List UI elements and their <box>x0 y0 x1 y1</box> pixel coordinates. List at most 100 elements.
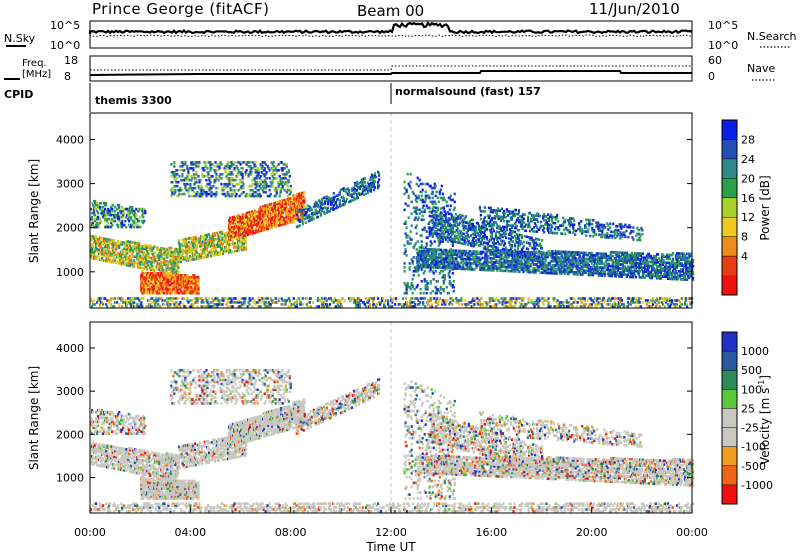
echo-cell <box>299 216 302 219</box>
echo-cell <box>268 177 271 180</box>
echo-cell <box>163 263 166 266</box>
echo-cell <box>458 267 461 270</box>
echo-cell <box>180 291 183 295</box>
echo-cell <box>93 209 96 213</box>
echo-cell <box>146 285 149 289</box>
echo-cell <box>96 209 99 213</box>
echo-cell <box>139 254 142 258</box>
echo-cell <box>103 209 106 213</box>
echo-cell <box>211 250 215 253</box>
echo-cell <box>121 205 124 209</box>
echo-cell <box>209 180 212 184</box>
echo-cell <box>617 261 620 264</box>
echo-cell <box>184 239 187 243</box>
echo-cell <box>631 275 634 279</box>
echo-cell <box>174 289 177 293</box>
echo-cell <box>504 251 507 255</box>
echo-cell <box>97 211 100 215</box>
echo-cell <box>486 250 489 254</box>
echo-cell <box>284 208 287 212</box>
echo-cell <box>205 233 209 237</box>
echo-cell <box>206 241 210 244</box>
echo-cell <box>259 175 262 178</box>
echo-cell <box>239 221 242 225</box>
echo-cell <box>641 252 644 255</box>
echo-cell <box>93 253 96 256</box>
echo-cell <box>115 247 118 251</box>
echo-cell <box>634 258 637 261</box>
echo-cell <box>651 272 655 276</box>
echo-cell <box>108 213 111 217</box>
echo-cell <box>111 207 114 211</box>
echo-cell <box>479 262 482 266</box>
echo-cell <box>276 205 279 208</box>
echo-cell <box>280 201 283 205</box>
echo-cell <box>203 251 207 255</box>
echo-cell <box>590 261 593 265</box>
echo-cell <box>287 188 290 192</box>
echo-cell <box>173 171 176 174</box>
echo-cell <box>160 254 163 258</box>
echo-cell <box>301 220 304 224</box>
echo-cell <box>592 258 595 261</box>
echo-cell <box>139 215 142 219</box>
echo-cell <box>187 169 190 172</box>
echo-cell <box>579 257 582 260</box>
echo-cell <box>177 266 180 269</box>
echo-cell <box>292 216 295 219</box>
echo-cell <box>580 251 583 255</box>
echo-cell <box>628 255 631 259</box>
echo-cell <box>263 178 266 182</box>
echo-cell <box>174 282 177 285</box>
echo-cell <box>459 253 462 257</box>
echo-cell <box>425 255 428 259</box>
echo-cell <box>145 276 148 279</box>
echo-cell <box>206 175 209 178</box>
echo-cell <box>173 165 176 168</box>
echo-cell <box>285 171 288 174</box>
echo-cell <box>245 169 248 172</box>
echo-cell <box>179 282 182 285</box>
echo-cell <box>665 253 669 257</box>
echo-cell <box>150 268 153 272</box>
echo-cell <box>170 163 173 166</box>
echo-cell <box>90 244 93 248</box>
echo-cell <box>644 270 647 273</box>
echo-cell <box>203 246 207 249</box>
echo-cell <box>95 237 98 241</box>
echo-cell <box>646 262 649 266</box>
echo-cell <box>127 264 130 267</box>
echo-cell <box>676 258 680 261</box>
echo-cell <box>220 248 224 252</box>
echo-cell <box>218 253 222 256</box>
echo-cell <box>560 254 563 258</box>
echo-cell <box>317 205 320 208</box>
echo-cell <box>535 251 538 254</box>
echo-cell <box>547 249 550 253</box>
echo-cell <box>210 167 213 170</box>
echo-cell <box>211 175 214 178</box>
echo-cell <box>190 163 193 166</box>
echo-cell <box>616 273 619 276</box>
echo-cell <box>167 254 170 257</box>
echo-cell <box>194 291 197 295</box>
echo-cell <box>270 161 273 164</box>
echo-cell <box>125 245 128 249</box>
echo-cell <box>254 161 257 164</box>
echo-cell <box>150 262 153 266</box>
echo-cell <box>218 243 222 246</box>
echo-cell <box>170 270 173 274</box>
echo-cell <box>208 182 211 186</box>
echo-cell <box>153 287 156 291</box>
echo-cell <box>167 282 170 285</box>
echo-cell <box>209 254 213 258</box>
echo-cell <box>654 257 658 260</box>
echo-cell <box>461 253 464 257</box>
echo-cell <box>222 232 226 235</box>
echo-cell <box>127 240 130 243</box>
echo-cell <box>95 223 98 227</box>
echo-cell <box>319 208 322 211</box>
echo-cell <box>239 178 242 182</box>
echo-cell <box>236 249 239 253</box>
echo-cell <box>187 171 190 174</box>
